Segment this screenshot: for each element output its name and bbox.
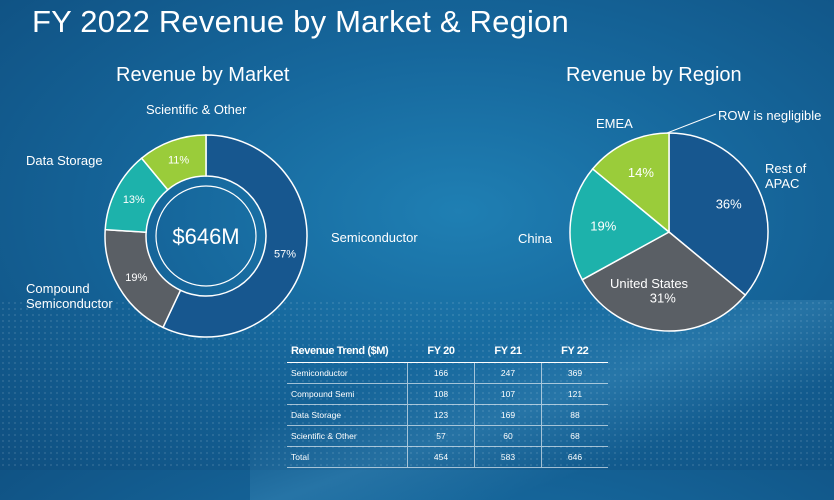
legend-label-china: China <box>518 231 552 246</box>
table-cell: 121 <box>541 383 608 405</box>
table-row: Total 454 583 646 <box>287 446 608 468</box>
market-chart-title: Revenue by Market <box>116 64 290 86</box>
table-row-label: Scientific & Other <box>287 425 408 447</box>
table-row: Semiconductor 166 247 369 <box>287 362 608 384</box>
row-annotation: ROW is negligible <box>718 108 822 123</box>
table-cell: 88 <box>541 404 608 426</box>
region-chart-title: Revenue by Region <box>566 64 742 86</box>
table-row-label: Compound Semi <box>287 383 408 405</box>
table-cell: 107 <box>474 383 542 405</box>
table-row: Data Storage 123 169 88 <box>287 404 608 426</box>
table-row: Scientific & Other 57 60 68 <box>287 425 608 447</box>
page-title: FY 2022 Revenue by Market & Region <box>32 4 569 39</box>
table-header: FY 21 <box>474 340 542 363</box>
pie-slice-emea <box>591 132 670 234</box>
table-cell: 454 <box>407 446 475 468</box>
data-label: 19% <box>125 272 147 284</box>
table-cell: 247 <box>474 362 542 384</box>
table-row-label: Total <box>287 446 408 468</box>
table-cell: 108 <box>407 383 475 405</box>
data-label: 57% <box>274 249 296 261</box>
legend-label-united-states: United States <box>610 276 689 291</box>
table-header: Revenue Trend ($M) <box>287 340 408 363</box>
donut-center-total: $646M <box>172 224 239 249</box>
data-label: 13% <box>123 194 145 206</box>
table-cell: 60 <box>474 425 542 447</box>
table-row-label: Semiconductor <box>287 362 408 384</box>
pie-slice-united-states <box>581 231 747 332</box>
table-row: Compound Semi 108 107 121 <box>287 383 608 405</box>
legend-label-data-storage: Data Storage <box>26 153 103 168</box>
data-label: 11% <box>168 155 189 167</box>
region-pie-chart: 36% 31% 19% 14% <box>569 113 769 332</box>
table-cell: 68 <box>541 425 608 447</box>
table-cell: 646 <box>541 446 608 468</box>
legend-label-compound: Compound Semiconductor <box>26 281 113 311</box>
data-label: 36% <box>716 196 742 211</box>
pie-slice-rest-of-apac <box>668 132 769 297</box>
donut-center-ring <box>155 185 257 287</box>
table-cell: 166 <box>407 362 475 384</box>
table-cell: 369 <box>541 362 608 384</box>
pie-slice-china <box>569 167 671 281</box>
table-cell: 57 <box>407 425 475 447</box>
legend-label-emea: EMEA <box>596 116 633 131</box>
table-header: FY 20 <box>407 340 475 363</box>
row-leader-line <box>666 113 717 134</box>
legend-label-semiconductor: Semiconductor <box>331 230 418 245</box>
table-row-label: Data Storage <box>287 404 408 426</box>
data-label: 19% <box>590 218 616 233</box>
table-cell: 169 <box>474 404 542 426</box>
table-cell: 123 <box>407 404 475 426</box>
data-label: 31% <box>650 290 676 305</box>
pie-slice-scientific <box>140 134 207 191</box>
data-label: 14% <box>628 165 654 180</box>
table-header: FY 22 <box>541 340 608 363</box>
legend-label-scientific: Scientific & Other <box>146 102 247 117</box>
pie-slice-semiconductor <box>161 134 308 338</box>
table-cell: 583 <box>474 446 542 468</box>
legend-label-rest-of-apac: Rest of APAC <box>765 161 807 191</box>
revenue-trend-table: Revenue Trend ($M) FY 20 FY 21 FY 22 Sem… <box>287 340 608 468</box>
market-donut-chart: 57% 19% 13% 11% $646M <box>104 134 308 338</box>
table-header-row: Revenue Trend ($M) FY 20 FY 21 FY 22 <box>287 340 608 363</box>
